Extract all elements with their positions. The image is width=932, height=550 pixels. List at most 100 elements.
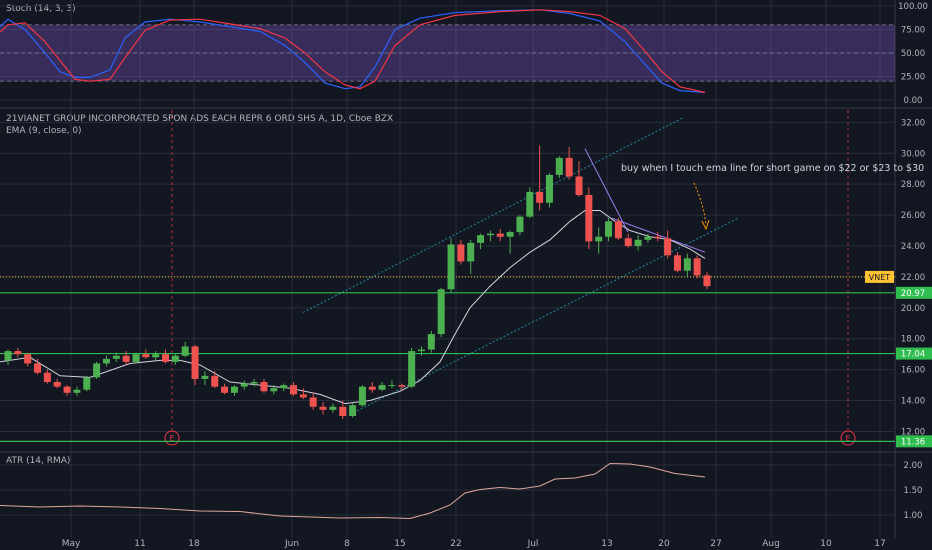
atr-label: ATR (14, RMA) (6, 456, 71, 466)
candle-up (437, 289, 445, 335)
candle-down (654, 236, 662, 239)
candle-down (211, 375, 219, 387)
candle-down (339, 406, 347, 416)
x-tick-label: 11 (134, 539, 145, 549)
atr-tick-label: 1.50 (904, 486, 923, 496)
candle-down (496, 233, 504, 237)
price-tick-label: 20.00 (901, 304, 925, 314)
candle-up (102, 358, 110, 364)
candle-up (516, 216, 524, 233)
x-tick-label: Jul (527, 539, 539, 549)
level-price-label: 17.04 (901, 350, 925, 360)
price-tick-label: 16.00 (901, 366, 925, 376)
candle-up (408, 351, 416, 387)
annotation-arrowhead (701, 219, 710, 231)
level-price-tag (896, 347, 932, 360)
event-marker-label: E (169, 434, 174, 443)
candle-up (545, 174, 553, 203)
price-tick-label: 28.00 (901, 180, 925, 190)
x-tick-label: 22 (450, 539, 461, 549)
x-tick-label: Aug (762, 539, 780, 549)
candle-up (93, 363, 101, 378)
candle-down (43, 372, 51, 382)
price-tick-label: 26.00 (901, 211, 925, 221)
candle-up (240, 383, 248, 387)
candle-up (152, 354, 160, 358)
candle-up (683, 258, 691, 271)
candle-up (83, 377, 91, 390)
candle-up (427, 334, 435, 350)
price-tick-label: 30.00 (901, 149, 925, 159)
candle-up (477, 235, 485, 243)
candle-up (201, 375, 209, 379)
stoch-tick-label: 75.00 (901, 26, 925, 36)
candle-down (575, 176, 583, 195)
stoch-tick-label: 50.00 (901, 49, 925, 59)
candle-up (634, 239, 642, 246)
candle-up (486, 233, 494, 236)
candle-down (53, 382, 61, 387)
main-chart-title: 21VIANET GROUP INCORPORATED SPON ADS EAC… (6, 114, 394, 124)
candle-down (693, 258, 701, 276)
candle-up (506, 232, 514, 237)
candle-up (171, 355, 179, 362)
candle-up (447, 244, 455, 290)
candle-down (319, 406, 327, 410)
level-price-label: 20.97 (901, 289, 925, 299)
candle-up (250, 382, 258, 384)
candle-up (526, 191, 534, 217)
candle-up (73, 389, 81, 393)
candle-up (605, 221, 613, 237)
candle-down (14, 351, 22, 355)
trend-line (584, 148, 629, 233)
event-marker-label: E (845, 434, 850, 443)
annotation-arrow (693, 182, 707, 226)
event-marker (840, 430, 856, 446)
stoch-k-line (0, 9, 706, 94)
candle-up (555, 157, 563, 175)
candle-up (181, 346, 189, 356)
ema-label: EMA (9, close, 0) (6, 126, 82, 136)
atr-panel (0, 462, 706, 520)
candle-down (565, 157, 573, 177)
x-tick-label: 27 (710, 539, 721, 549)
price-tick-label: 24.00 (901, 242, 925, 252)
candle-up (230, 386, 238, 393)
x-tick-label: Jun (284, 539, 299, 549)
candle-up (417, 349, 425, 352)
price-tick-label: 22.00 (901, 273, 925, 283)
candle-down (191, 346, 199, 379)
candle-down (624, 238, 632, 246)
x-tick-label: 20 (658, 539, 670, 549)
candle-up (132, 354, 140, 362)
level-price-tag (896, 286, 932, 299)
price-tick-label: 12.00 (901, 427, 925, 437)
price-tick-label: 18.00 (901, 335, 925, 345)
x-tick-label: 13 (601, 539, 612, 549)
candle-down (664, 238, 672, 256)
symbol-tag (865, 270, 894, 283)
candle-up (644, 236, 652, 240)
candle-down (122, 355, 130, 362)
candle-down (260, 382, 268, 392)
stoch-tick-label: 25.00 (901, 73, 925, 83)
candle-up (378, 385, 386, 390)
stoch-label: Stoch (14, 3, 3) (6, 4, 76, 14)
level-price-tag (896, 435, 932, 448)
candle-up (329, 406, 337, 410)
candle-up (388, 385, 396, 387)
candle-down (290, 385, 298, 395)
candle-up (467, 242, 475, 262)
event-marker (164, 430, 180, 446)
candle-down (457, 244, 465, 262)
candle-down (398, 385, 406, 387)
price-panel: E E VNET buy when I touch ema line for shor… (0, 110, 924, 446)
stoch-d-line (0, 9, 706, 94)
candle-down (299, 394, 307, 398)
stoch-tick-label: 0.00 (904, 96, 923, 106)
candle-up (358, 386, 366, 406)
x-tick-label: 17 (874, 539, 885, 549)
candle-up (349, 405, 357, 416)
x-tick-label: May (62, 539, 81, 549)
